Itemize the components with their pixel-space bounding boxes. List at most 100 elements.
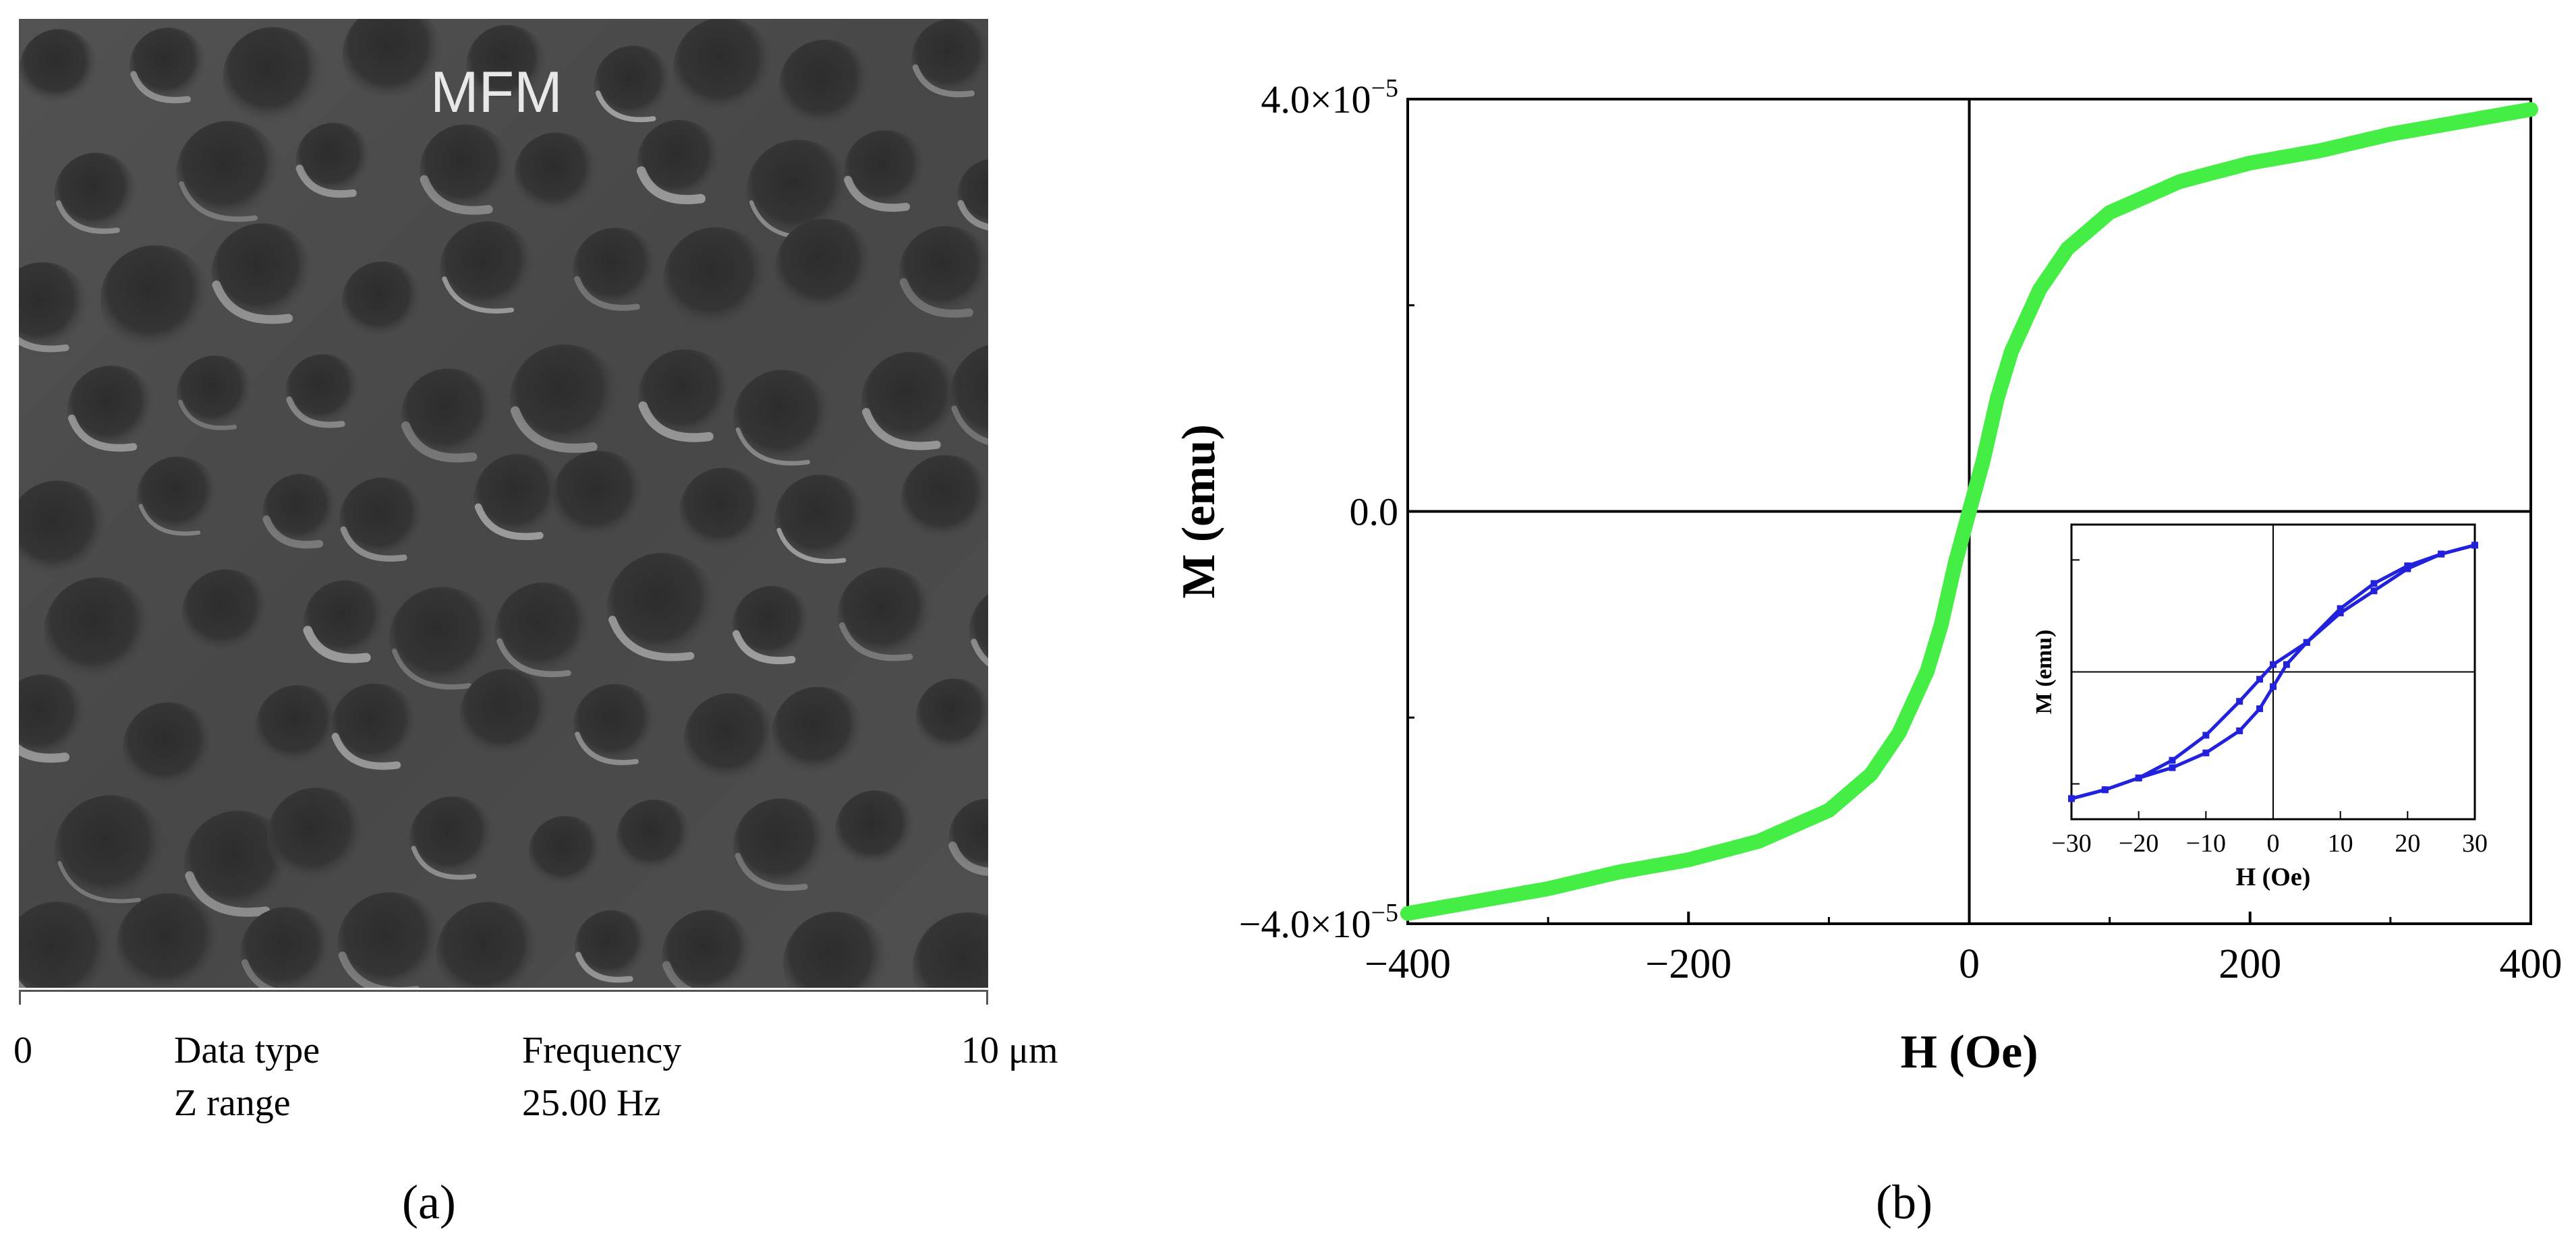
mfm-domain-edge: [212, 280, 293, 324]
mfm-domain-edge: [638, 401, 714, 442]
mfm-domain: [19, 674, 88, 764]
mfm-domain: [528, 816, 604, 891]
mfm-domain: [573, 227, 659, 314]
mfm-domain-edge: [595, 90, 656, 123]
mfm-domain: [116, 893, 223, 988]
mfm-domain: [19, 29, 98, 109]
mfm-domain-edge: [899, 278, 973, 318]
mfm-domain-edge: [575, 732, 639, 765]
mfm-domain-edge: [735, 852, 808, 891]
mfm-domain: [775, 218, 875, 318]
data-point: [1472, 895, 1485, 908]
inset-data-point: [2370, 580, 2378, 587]
mfm-domain: [913, 912, 988, 988]
inset-data-point: [2236, 727, 2243, 734]
inset-x-axis-label: H (Oe): [2236, 863, 2311, 891]
mfm-domain: [466, 24, 548, 107]
data-point: [1935, 618, 1947, 631]
mfm-domain: [898, 226, 988, 320]
mfm-domain-edge: [19, 336, 69, 353]
mfm-domain: [861, 351, 962, 452]
inset-data-point: [2404, 562, 2411, 570]
mfm-domain-edge: [130, 71, 191, 104]
x-tick-label: 0: [1959, 941, 1980, 987]
inset-x-tick-label: 0: [2267, 829, 2280, 858]
caption-a: (a): [402, 1175, 456, 1229]
inset-data-point: [2135, 774, 2142, 781]
inset-y-axis-label: M (emu): [2032, 630, 2057, 715]
mfm-domain-edge: [303, 626, 371, 663]
mfm-domain-edge: [295, 165, 357, 198]
mfm-domain: [136, 456, 219, 539]
y-tick-label: 0.0: [1350, 490, 1399, 534]
mfm-domain: [616, 799, 693, 877]
mfm-domain-edge: [185, 871, 270, 917]
mfm-domain-edge: [575, 951, 633, 983]
mfm-domain: [54, 152, 138, 237]
inset-data-point: [2202, 749, 2210, 757]
mfm-domain: [176, 121, 281, 226]
mfm-domain: [662, 910, 755, 988]
inset-x-tick-label: 30: [2462, 829, 2488, 858]
mfm-domain: [915, 678, 988, 757]
mfm-domain: [733, 369, 833, 470]
inset-data-point: [2370, 587, 2378, 595]
mfm-domain: [19, 901, 113, 988]
data-point: [2525, 103, 2537, 116]
inset-data-point: [2438, 550, 2445, 558]
mfm-domain: [184, 810, 293, 920]
mfm-domain-edge: [331, 732, 401, 770]
mfm-domain: [606, 552, 718, 665]
mfm-domain-edge: [636, 166, 706, 204]
mfm-domain-edge: [496, 638, 571, 678]
mfm-domain: [948, 345, 988, 450]
mfm-domain-edge: [178, 399, 237, 430]
mfm-domain-edge: [862, 408, 941, 450]
mfm-domain: [509, 344, 621, 456]
mfm-domain-edge: [971, 639, 988, 667]
mfm-domain: [211, 223, 314, 326]
mfm-domain: [54, 795, 167, 909]
mfm-domain-edge: [19, 744, 70, 763]
mfm-domain: [44, 577, 153, 686]
mfm-domain: [401, 368, 497, 465]
mfm-domain: [474, 454, 563, 543]
data-type-label: Data type: [174, 1030, 320, 1071]
mfm-domain: [341, 261, 423, 343]
scale-bar: [19, 990, 988, 992]
mfm-domain-edge: [138, 504, 201, 536]
inset-chart: −30 −20 −10 0 10 20 30 H (Oe) M (emu): [2032, 523, 2488, 891]
mfm-domain: [911, 19, 988, 100]
mfm-domain: [732, 586, 812, 666]
z-range-value: 25.00 Hz: [522, 1082, 661, 1124]
mfm-domain: [19, 262, 90, 355]
mfm-domain-edge: [733, 630, 796, 665]
mfm-domain: [683, 692, 778, 788]
mfm-domain-edge: [179, 181, 258, 222]
mfm-domain: [552, 450, 646, 545]
inset-x-tick-label: −10: [2186, 829, 2226, 858]
mfm-domain-edge: [912, 64, 975, 98]
data-point: [1402, 907, 1414, 920]
mfm-domain: [337, 892, 443, 988]
inset-data-point: [2101, 786, 2109, 794]
scale-bar-tick-right: [986, 990, 988, 1005]
mfm-domain: [339, 477, 426, 564]
mfm-domain: [782, 912, 888, 988]
inset-x-tick-label: −30: [2051, 829, 2091, 858]
mfm-domain: [331, 683, 420, 772]
mfm-domain: [637, 119, 722, 206]
mfm-domain: [948, 798, 988, 877]
mfm-domain: [436, 901, 541, 988]
mfm-domain-edge: [57, 860, 141, 904]
mfm-domain-edge: [391, 648, 472, 690]
inset-data-point: [2169, 757, 2176, 764]
mfm-domain: [262, 473, 339, 550]
inset-data-point: [2236, 698, 2243, 705]
mfm-domain: [843, 129, 927, 213]
mfm-domain: [638, 349, 733, 444]
x-tick-label: 400: [2500, 941, 2563, 987]
data-point: [1921, 665, 1934, 678]
mfm-domain: [594, 45, 673, 125]
